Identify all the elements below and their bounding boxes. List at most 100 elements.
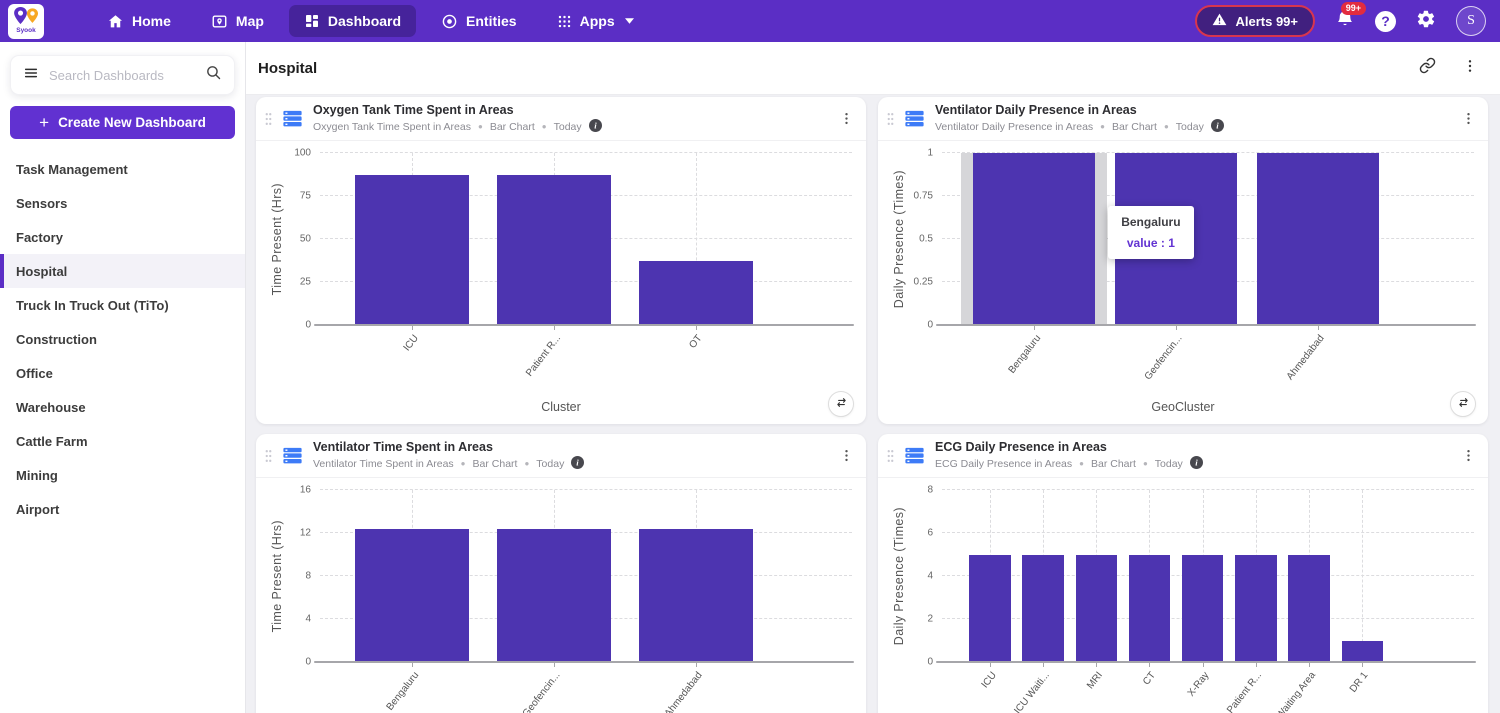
chart-menu-button[interactable]	[1461, 111, 1476, 126]
chart-subtitle: Oxygen Tank Time Spent in Areas ● Bar Ch…	[313, 118, 602, 135]
share-link-button[interactable]	[1419, 57, 1436, 79]
bar-patient-r-[interactable]	[1235, 554, 1277, 662]
bar-ahmedabad[interactable]	[1256, 153, 1379, 325]
bar-icu-waiti-[interactable]	[1022, 554, 1064, 662]
sidebar-item-factory[interactable]: Factory	[16, 229, 63, 245]
bar-dr-1[interactable]	[1341, 640, 1384, 662]
create-new-dashboard-button[interactable]: + Create New Dashboard	[10, 106, 235, 139]
chart-period-label: Today	[1154, 457, 1183, 470]
bar-icu[interactable]	[969, 554, 1011, 662]
search-icon[interactable]	[205, 64, 222, 86]
bar-geofencin-[interactable]	[497, 528, 611, 662]
x-tick-label: ICU Waiti...	[1012, 670, 1052, 713]
x-axis-label: GeoCluster	[1151, 400, 1215, 414]
widget-list-icon	[281, 444, 304, 467]
sidebar-item-construction[interactable]: Construction	[16, 331, 97, 347]
chart-plot-area: 0 25 50 75 100 ICU Patient R... OT	[294, 148, 854, 379]
dashboard-icon	[304, 13, 320, 29]
syook-logo[interactable]: Syook	[8, 3, 44, 39]
info-icon[interactable]: i	[1189, 455, 1203, 472]
settings-button[interactable]	[1416, 9, 1436, 34]
page-menu-button[interactable]	[1462, 58, 1478, 79]
nav-item-home[interactable]: Home	[92, 5, 186, 38]
bar-bengaluru[interactable]	[973, 153, 1096, 325]
sidebar-item-cattle-farm[interactable]: Cattle Farm	[16, 433, 88, 449]
chart-subtitle-text: Ventilator Daily Presence in Areas	[935, 120, 1094, 133]
link-icon	[1419, 57, 1436, 79]
x-tick-label: CT	[1141, 670, 1159, 688]
x-tick-label: Ahmedabad	[1284, 333, 1327, 383]
chart-subtitle: Ventilator Daily Presence in Areas ● Bar…	[935, 118, 1224, 135]
nav-item-apps[interactable]: Apps	[542, 5, 649, 37]
alerts-button[interactable]: Alerts 99+	[1195, 5, 1315, 37]
bar-waiting-area[interactable]	[1288, 554, 1330, 662]
entities-icon	[441, 13, 458, 30]
sidebar-item-sensors[interactable]: Sensors	[16, 195, 68, 211]
widget-list-icon	[903, 107, 926, 130]
info-icon[interactable]: i	[571, 455, 585, 472]
tooltip-title: Bengaluru	[1121, 215, 1181, 230]
chart-card: ECG Daily Presence in Areas ECG Daily Pr…	[878, 434, 1488, 713]
drag-handle-icon[interactable]	[265, 449, 272, 463]
bar-ot[interactable]	[639, 261, 753, 325]
y-tick-label: 0	[927, 319, 933, 331]
help-button[interactable]: ?	[1375, 10, 1396, 32]
sidebar-item-truck-in-truck-out-tito-[interactable]: Truck In Truck Out (TiTo)	[16, 297, 169, 313]
info-icon[interactable]: i	[1210, 118, 1224, 135]
nav-item-map[interactable]: Map	[196, 5, 279, 38]
search-input[interactable]	[49, 67, 195, 83]
chart-resize-button[interactable]	[1450, 391, 1476, 417]
y-tick-label: 75	[299, 190, 311, 202]
nav-item-entities[interactable]: Entities	[426, 5, 532, 38]
chart-menu-button[interactable]	[1461, 448, 1476, 463]
info-icon[interactable]: i	[588, 118, 602, 135]
y-tick-label: 0.5	[919, 233, 933, 245]
alerts-label: Alerts 99+	[1235, 13, 1298, 29]
home-icon	[107, 13, 124, 30]
y-tick-label: 12	[299, 527, 311, 539]
y-tick-label: 8	[305, 570, 311, 582]
y-tick-label: 6	[927, 527, 933, 539]
sidebar-item-warehouse[interactable]: Warehouse	[16, 399, 86, 415]
sidebar-item-hospital[interactable]: Hospital	[0, 254, 245, 288]
separator-dot: ●	[1100, 122, 1106, 131]
drag-handle-icon[interactable]	[887, 112, 894, 126]
nav-item-dashboard[interactable]: Dashboard	[288, 5, 417, 37]
chart-menu-button[interactable]	[839, 111, 854, 126]
chart-type-label: Bar Chart	[1112, 120, 1157, 133]
hamburger-icon[interactable]	[23, 65, 39, 86]
widget-list-icon	[903, 444, 926, 467]
separator-dot: ●	[477, 122, 483, 131]
bar-bengaluru[interactable]	[355, 528, 469, 662]
bar-ct[interactable]	[1128, 554, 1171, 662]
chart-subtitle: ECG Daily Presence in Areas ● Bar Chart …	[935, 455, 1203, 472]
separator-dot: ●	[1142, 459, 1148, 468]
notifications-button[interactable]: 99+	[1335, 1, 1366, 34]
avatar-letter: S	[1467, 13, 1475, 28]
chart-resize-button[interactable]	[828, 391, 854, 417]
drag-handle-icon[interactable]	[887, 449, 894, 463]
bar-x-ray[interactable]	[1181, 554, 1224, 662]
chart-card-header: Oxygen Tank Time Spent in Areas Oxygen T…	[256, 97, 866, 141]
bar-patient-r-[interactable]	[497, 175, 611, 325]
bar-icu[interactable]	[355, 175, 469, 325]
bar-ahmedabad[interactable]	[639, 528, 753, 662]
sidebar-item-task-management[interactable]: Task Management	[16, 161, 128, 177]
swap-arrows-icon	[835, 396, 848, 412]
user-avatar[interactable]: S	[1456, 6, 1486, 36]
nav-item-label: Apps	[579, 13, 615, 29]
sidebar-item-office[interactable]: Office	[16, 365, 53, 381]
sidebar-item-airport[interactable]: Airport	[16, 501, 60, 517]
sidebar-item-mining[interactable]: Mining	[16, 467, 58, 483]
y-tick-label: 8	[927, 484, 933, 496]
chart-card: Ventilator Time Spent in Areas Ventilato…	[256, 434, 866, 713]
y-tick-label: 1	[927, 147, 933, 159]
drag-handle-icon[interactable]	[265, 112, 272, 126]
chart-menu-button[interactable]	[839, 448, 854, 463]
chart-subtitle-text: ECG Daily Presence in Areas	[935, 457, 1073, 470]
chart-card-header: ECG Daily Presence in Areas ECG Daily Pr…	[878, 434, 1488, 478]
dashboards-sidebar: + Create New Dashboard Task Management Se…	[0, 42, 246, 713]
chart-type-label: Bar Chart	[472, 457, 518, 470]
chart-card: Ventilator Daily Presence in Areas Venti…	[878, 97, 1488, 424]
bar-mri[interactable]	[1075, 554, 1118, 662]
